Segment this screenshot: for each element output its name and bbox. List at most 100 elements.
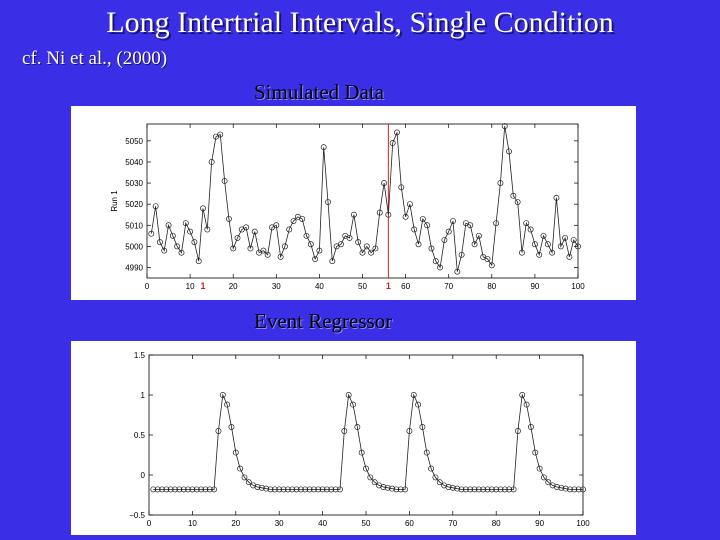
data-point [234,234,241,241]
data-point [189,486,196,493]
data-point [540,474,547,481]
data-point [338,241,344,248]
data-point [193,486,200,493]
data-point [575,243,581,250]
data-point [423,449,430,456]
y-tick-label: 5000 [125,242,143,251]
data-point [306,486,313,493]
data-point [484,256,491,262]
event-marker-label: 1 [201,281,206,291]
data-point [267,486,274,493]
data-point [355,239,362,246]
data-point [198,486,205,493]
data-point [393,486,400,493]
data-point [484,486,491,493]
data-point [302,486,309,493]
data-point [224,401,231,408]
data-point [506,148,512,155]
data-point [519,392,526,398]
data-point [232,449,239,456]
data-point [312,256,319,262]
y-tick-label: 5020 [125,200,143,209]
data-point [406,201,413,208]
y-tick-label: 5010 [125,221,143,230]
data-point [493,220,500,227]
data-point [497,486,504,493]
data-point [225,215,232,222]
data-point [385,211,392,218]
data-point [571,486,578,493]
data-point [176,486,183,493]
y-tick-label: 5050 [125,137,143,146]
data-point [263,485,270,492]
data-point [428,245,435,252]
data-point [458,251,465,258]
data-point [506,486,513,493]
data-point [230,245,237,252]
data-point [320,144,327,151]
data-point [297,486,304,493]
data-point [437,264,444,271]
data-point [471,241,478,248]
data-point [195,258,202,265]
data-point [410,392,417,398]
data-point [273,222,280,229]
data-point [341,428,348,434]
data-point [549,249,556,256]
y-tick-label: 1.5 [134,351,146,360]
x-tick-label: 20 [229,282,238,291]
data-point [519,249,525,256]
data-point [258,484,265,491]
data-point [580,486,586,493]
x-tick-label: 40 [318,519,327,528]
data-point [540,232,547,239]
y-axis-label: Run 1 [110,190,119,212]
data-point [384,484,391,491]
data-point [545,479,552,486]
data-point [367,474,374,481]
panel-label-simulated-data: Simulated Data [254,80,385,104]
data-point [251,228,258,235]
x-tick-label: 60 [401,282,410,291]
data-point [243,224,250,231]
data-point [359,249,366,256]
data-point [554,484,560,490]
data-point [424,222,431,229]
data-point [165,222,172,229]
x-tick-label: 70 [448,519,457,528]
data-point [415,241,422,248]
data-point [428,465,435,472]
data-point [389,140,396,146]
data-point [332,486,339,493]
data-point [187,228,194,235]
data-point [488,262,495,269]
slide-title: Long Intertrial Intervals, Single Condit… [106,6,614,39]
data-point [208,159,215,165]
data-point [536,465,543,472]
x-tick-label: 80 [492,519,501,528]
data-point [315,486,322,493]
data-point [228,424,235,430]
data-point [363,465,369,472]
data-point [523,401,530,408]
data-point [467,486,474,493]
data-point [161,247,168,254]
x-tick-label: 50 [358,282,367,291]
data-point [402,213,409,220]
data-point [271,486,278,493]
x-tick-label: 10 [186,282,195,291]
data-point [557,243,564,250]
data-point [523,220,530,227]
plot-frame [146,123,579,279]
data-point [185,486,192,493]
data-point [376,482,382,489]
data-point [397,486,404,493]
data-point [419,215,426,222]
data-point [475,486,482,493]
data-point [200,205,206,212]
data-point [260,247,267,254]
data-point [567,486,573,493]
data-point [172,486,178,493]
x-tick-label: 30 [275,519,284,528]
data-point [549,482,556,489]
